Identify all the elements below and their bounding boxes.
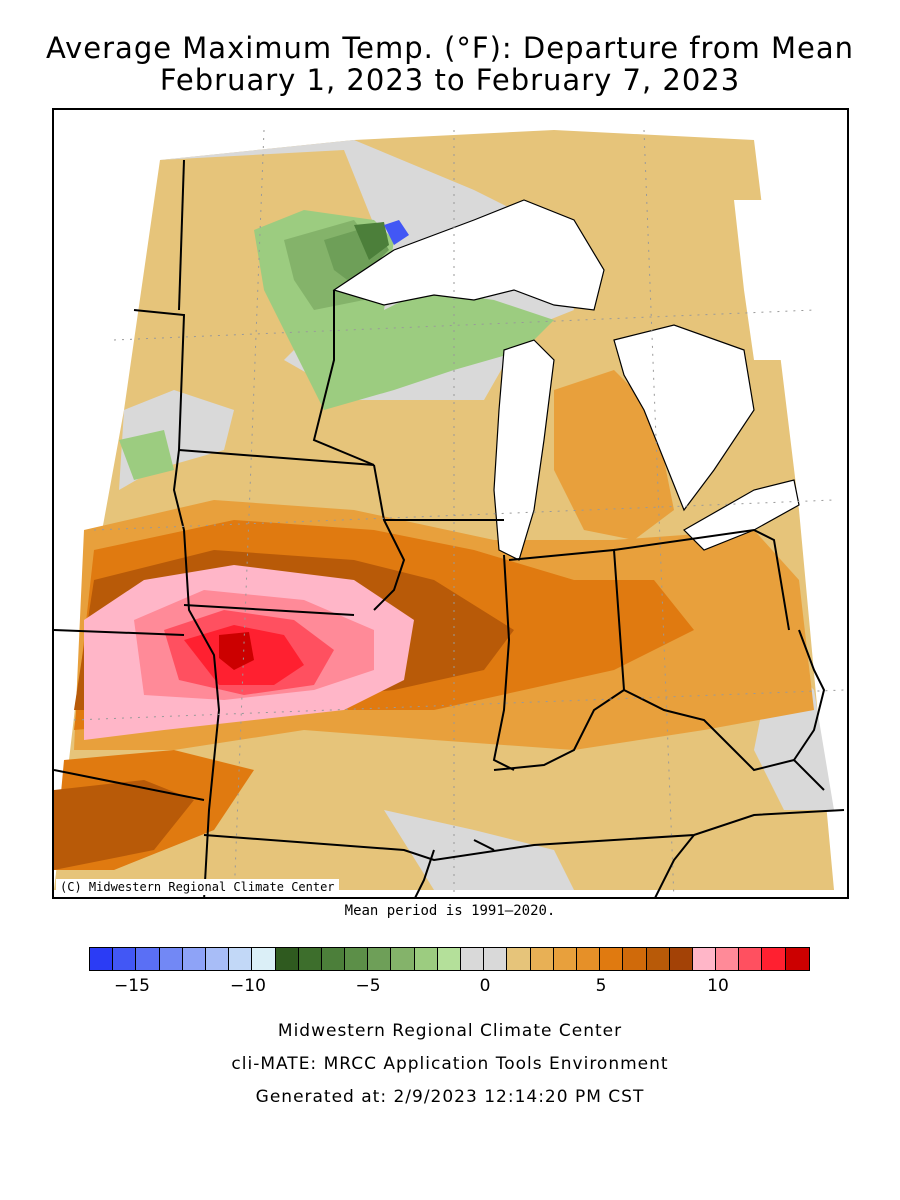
legend-swatch — [692, 948, 717, 970]
legend-tick-label: 0 — [479, 976, 491, 996]
legend-swatch — [762, 948, 786, 970]
legend-swatch — [368, 948, 392, 970]
legend-swatch — [159, 948, 183, 970]
legend-tick-label: −10 — [230, 976, 266, 996]
legend-swatch — [321, 948, 346, 970]
legend-swatch — [345, 948, 369, 970]
legend-swatch — [484, 948, 508, 970]
lake-erie — [683, 479, 800, 551]
legend-tick-label: −15 — [114, 976, 150, 996]
legend-swatch — [252, 948, 276, 970]
temperature-departure-map — [54, 110, 847, 897]
legend-swatch — [623, 948, 647, 970]
legend-swatch — [275, 948, 299, 970]
legend-swatch — [182, 948, 206, 970]
legend-tick-label: 5 — [595, 976, 607, 996]
map-panel: (C) Midwestern Regional Climate Center — [52, 108, 849, 899]
legend-swatch — [716, 948, 740, 970]
color-legend — [89, 947, 810, 971]
legend-swatch — [298, 948, 322, 970]
legend-swatch — [414, 948, 438, 970]
mean-period-note: Mean period is 1991–2020. — [344, 903, 556, 919]
legend-swatch — [739, 948, 763, 970]
legend-tick-label: 10 — [707, 976, 729, 996]
lake-superior — [332, 199, 605, 311]
legend-swatch — [391, 948, 415, 970]
legend-swatch — [600, 948, 624, 970]
legend-swatch — [576, 948, 601, 970]
map-date-range: February 1, 2023 to February 7, 2023 — [159, 63, 741, 97]
legend-swatch — [90, 948, 114, 970]
legend-swatch — [205, 948, 230, 970]
legend-swatch — [461, 948, 485, 970]
copyright-label: (C) Midwestern Regional Climate Center — [56, 879, 339, 895]
legend-swatch — [530, 948, 554, 970]
legend-swatch — [113, 948, 137, 970]
legend-swatch — [669, 948, 693, 970]
legend-swatch — [229, 948, 253, 970]
legend-swatch — [437, 948, 461, 970]
footer-generated: Generated at: 2/9/2023 12:14:20 PM CST — [255, 1087, 645, 1107]
footer-org: Midwestern Regional Climate Center — [277, 1021, 623, 1041]
lake-huron — [613, 324, 755, 512]
legend-swatch — [507, 948, 531, 970]
footer-tool: cli-MATE: MRCC Application Tools Environ… — [231, 1054, 669, 1074]
state-borders — [54, 159, 845, 897]
map-title: Average Maximum Temp. (°F): Departure fr… — [45, 31, 855, 65]
legend-tick-label: −5 — [355, 976, 381, 996]
lake-michigan — [493, 339, 555, 561]
legend-swatch — [646, 948, 670, 970]
legend-swatch — [136, 948, 160, 970]
legend-swatch — [553, 948, 577, 970]
graticule — [73, 129, 845, 897]
legend-swatch — [785, 948, 809, 970]
